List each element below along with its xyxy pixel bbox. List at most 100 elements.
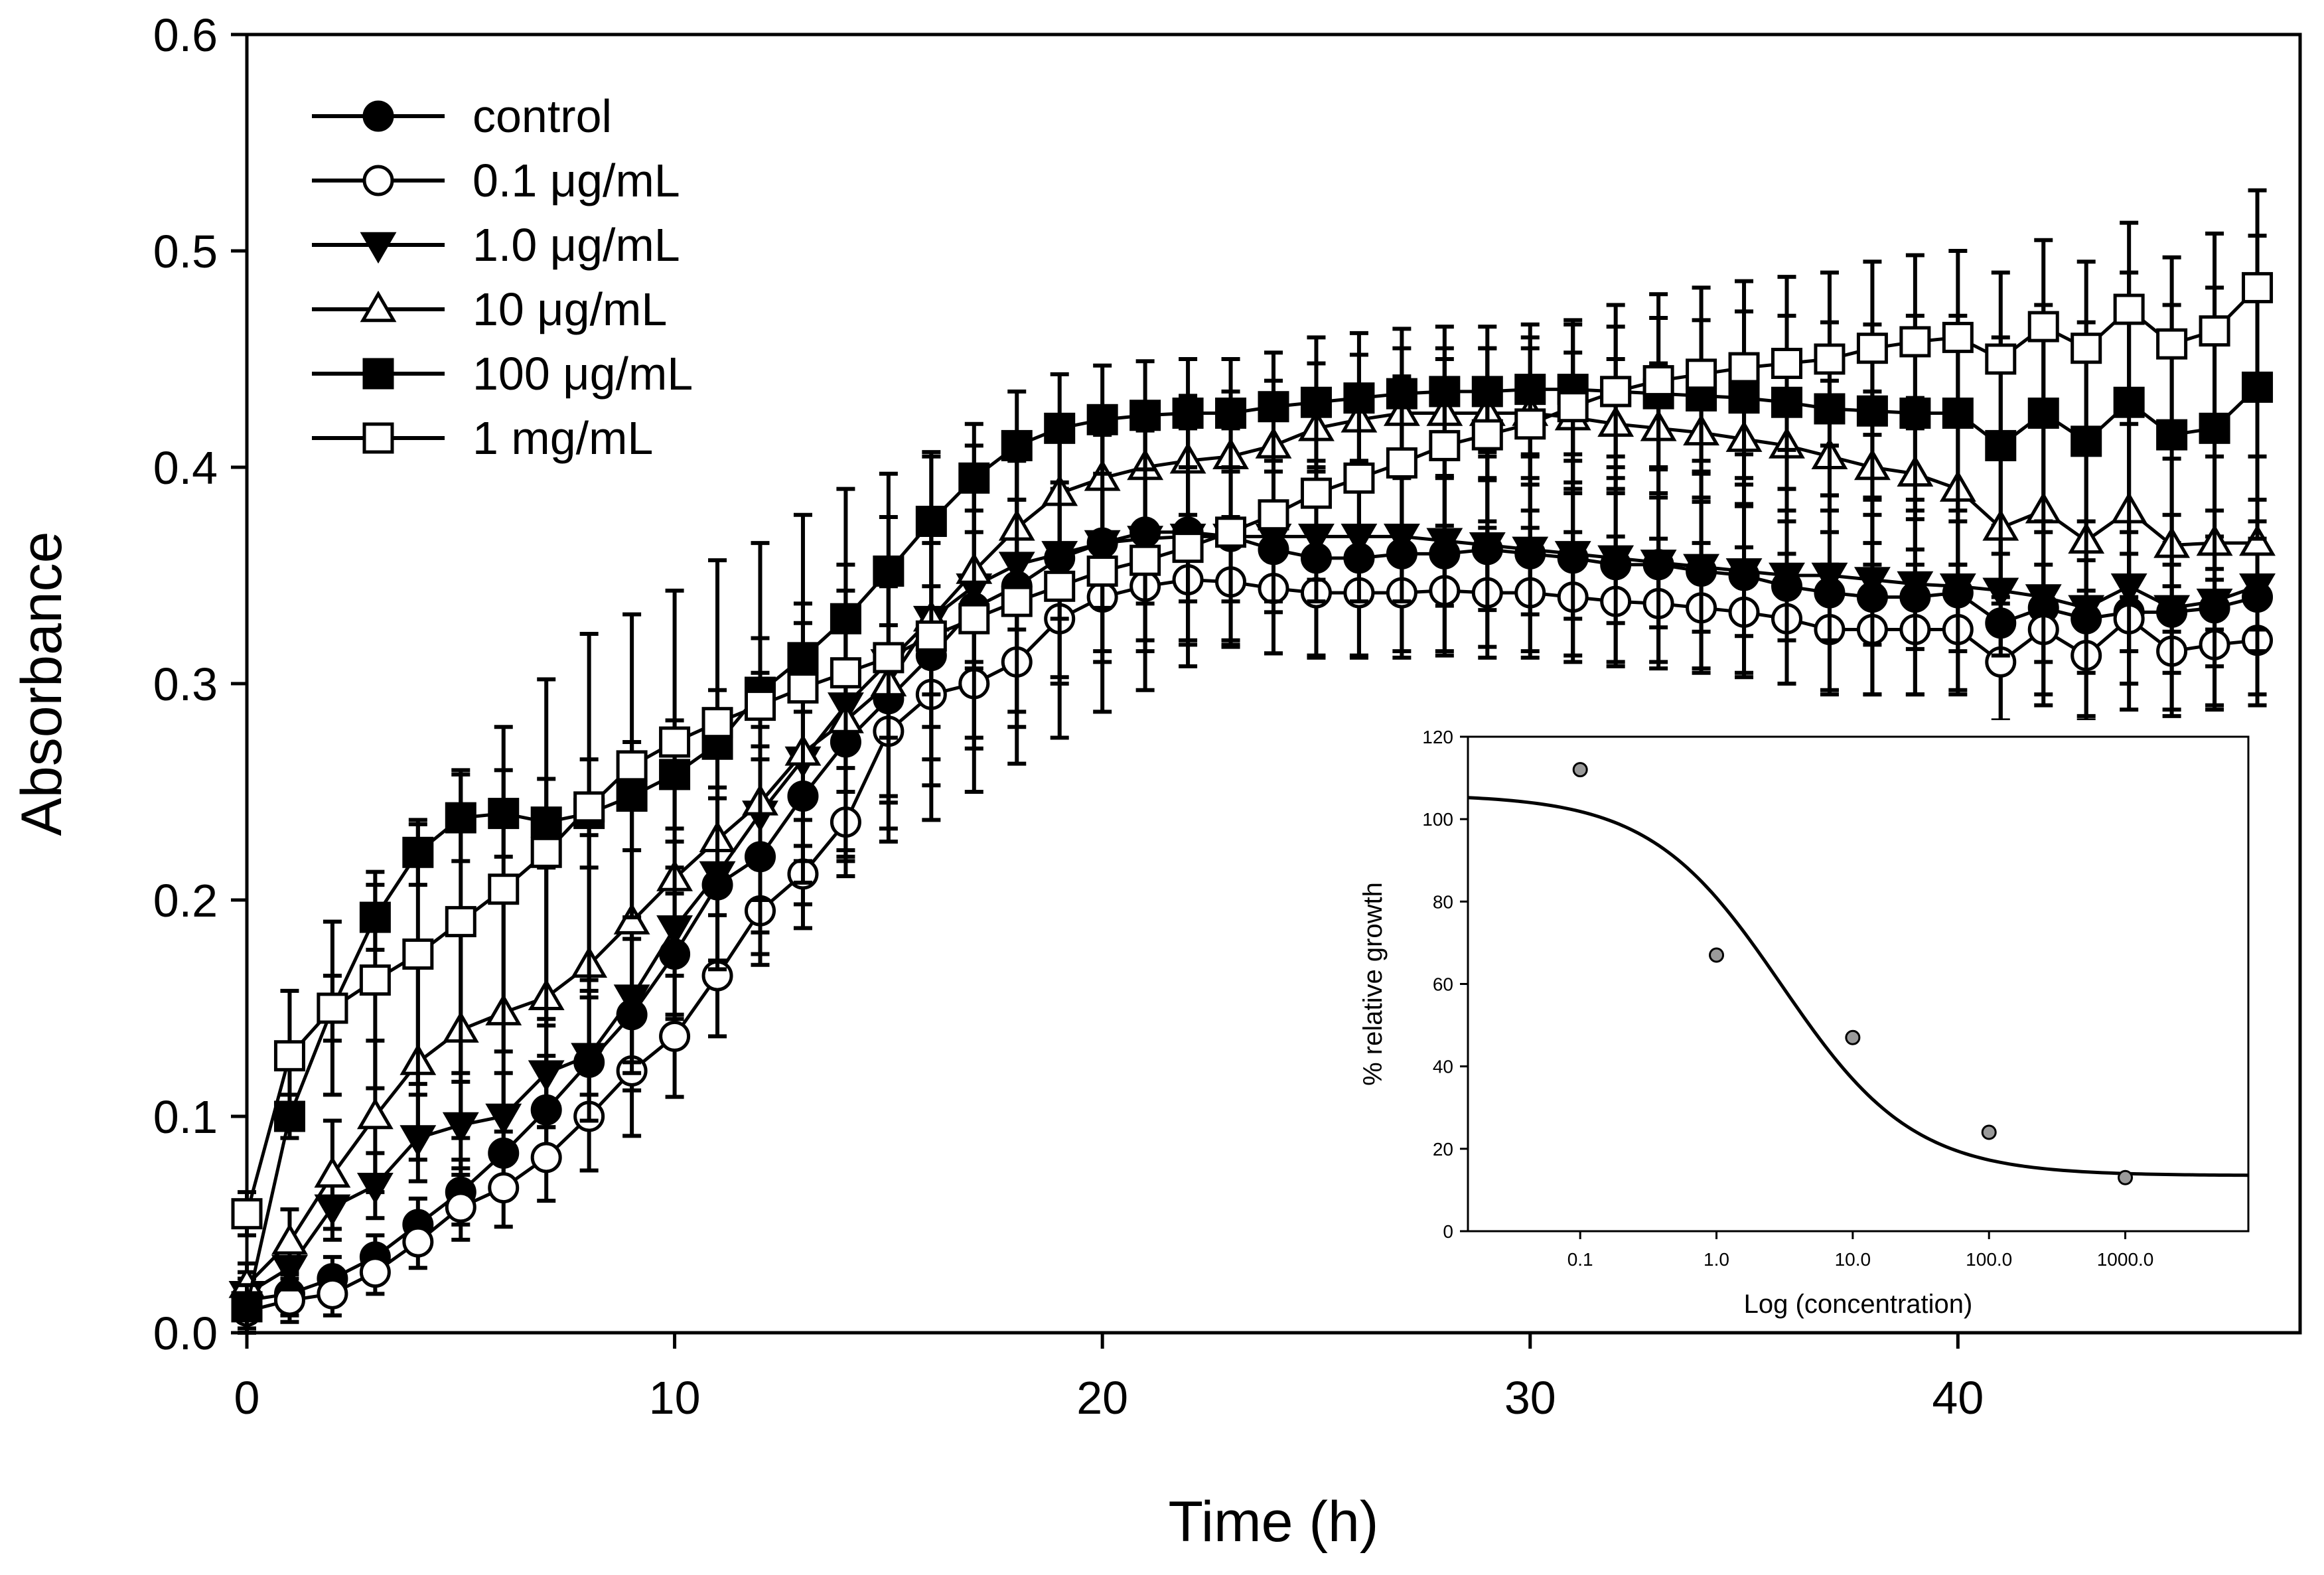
data-point: [1215, 516, 1247, 548]
data-point: [1771, 348, 1802, 380]
data-point: [1769, 562, 1805, 595]
inset-y-tick-label: 100: [1422, 809, 1453, 830]
data-point: [1086, 555, 1118, 587]
data-point: [231, 1198, 263, 1230]
inset-x-tick-label: 1.0: [1704, 1249, 1729, 1270]
legend-entry-1: 0.1 μg/mL: [312, 155, 680, 206]
inset-y-tick-label: 40: [1433, 1057, 1453, 1077]
y-tick-label: 0.4: [153, 442, 218, 494]
data-point: [2242, 271, 2274, 303]
data-point: [1044, 570, 1076, 602]
data-point: [1683, 554, 1720, 586]
data-point: [1129, 544, 1161, 576]
legend-entry-0: control: [312, 90, 612, 142]
inset-plot: 0 20 40 60 80 100 120 0.1 1.0 10.0 100.0 1000.0 Log …: [1358, 720, 2283, 1331]
data-point: [1600, 376, 1632, 408]
legend-entry-5: 1 mg/mL: [312, 412, 653, 464]
data-point: [1512, 536, 1549, 568]
data-point: [613, 903, 650, 935]
data-point: [317, 992, 348, 1024]
data-point: [1471, 419, 1503, 451]
x-tick-label: 10: [649, 1372, 701, 1424]
inset-fit-curve: [1467, 796, 2249, 1177]
y-axis-title: Absorbance: [10, 532, 74, 836]
data-point: [616, 750, 648, 782]
data-point: [445, 906, 476, 938]
data-point: [1853, 567, 1891, 599]
inset-data-point: [1981, 1124, 1997, 1140]
data-point: [1597, 545, 1634, 577]
legend-entry-3: 10 μg/mL: [312, 283, 667, 335]
data-point: [659, 726, 691, 758]
inset-y-tick-label: 0: [1443, 1221, 1453, 1242]
legend-entry-4: 100 μg/mL: [312, 348, 693, 400]
data-point: [1686, 358, 1717, 390]
data-point: [273, 1040, 305, 1072]
legend-marker: [362, 100, 394, 132]
legend: control 0.1 μg/mL 1.0 μg/mL 10 μg/mL 100 μg/…: [312, 90, 693, 464]
legend-marker: [360, 232, 397, 264]
data-point: [958, 603, 990, 635]
data-point: [530, 1142, 562, 1173]
data-point: [231, 1291, 263, 1323]
inset-data-point: [1709, 947, 1725, 963]
legend-marker: [362, 165, 394, 196]
data-point: [1429, 429, 1461, 461]
legend-label: 1 mg/mL: [472, 412, 653, 464]
inset-y-axis-title: % relative growth: [1358, 882, 1388, 1086]
inset-data-point: [1572, 762, 1588, 778]
data-point: [1640, 550, 1677, 581]
inset-x-tick-label: 1000.0: [2097, 1249, 2154, 1270]
data-point: [1172, 398, 1204, 429]
data-point: [1814, 343, 1846, 375]
data-point: [1258, 499, 1289, 531]
y-tick-label: 0.2: [153, 875, 218, 927]
main-plot: 0.0 0.1 0.2 0.3 0.4 0.5 0.6 0 10 20 30 40 Time (h) Ab…: [10, 9, 2302, 1554]
data-point: [488, 873, 520, 905]
data-point: [2070, 333, 2102, 364]
inset-data-point: [1845, 1029, 1861, 1045]
data-point: [1514, 408, 1546, 440]
legend-entry-2: 1.0 μg/mL: [312, 219, 680, 271]
data-point: [1728, 352, 1760, 384]
data-point: [359, 964, 391, 996]
data-point: [402, 938, 434, 970]
data-point: [787, 672, 819, 704]
data-point: [317, 1278, 348, 1310]
inset-x-tick-label: 0.1: [1567, 1249, 1593, 1270]
data-point: [1899, 326, 1931, 358]
data-point: [2156, 328, 2188, 360]
data-point: [1985, 343, 2017, 375]
legend-label: 1.0 μg/mL: [472, 219, 680, 271]
data-point: [701, 707, 733, 739]
legend-label: 0.1 μg/mL: [472, 155, 680, 206]
data-point: [1939, 573, 1976, 605]
series-5: [231, 188, 2274, 1238]
data-point: [1642, 365, 1674, 397]
data-point: [1557, 391, 1589, 423]
legend-marker: [360, 290, 397, 323]
inset-x-tick-label: 10.0: [1835, 1249, 1871, 1270]
y-tick-label: 0.0: [153, 1308, 218, 1359]
x-axis-title: Time (h): [1169, 1490, 1379, 1554]
data-point: [745, 690, 776, 721]
data-point: [1343, 462, 1375, 494]
data-point: [1469, 532, 1506, 564]
y-tick-label: 0.3: [153, 658, 218, 710]
data-point: [1942, 321, 1974, 353]
legend-marker: [362, 358, 394, 390]
data-point: [873, 642, 905, 674]
inset-y-tick-label: 20: [1433, 1139, 1453, 1160]
y-tick-label: 0.6: [153, 9, 218, 61]
data-point: [445, 1191, 476, 1223]
data-point: [573, 791, 605, 823]
data-point: [271, 1223, 308, 1255]
data-point: [530, 836, 562, 868]
data-point: [356, 1097, 394, 1130]
x-tick-label: 0: [234, 1372, 260, 1424]
data-point: [1300, 477, 1332, 509]
x-tick-label: 30: [1504, 1372, 1556, 1424]
data-point: [1554, 541, 1591, 573]
data-point: [314, 1156, 351, 1188]
